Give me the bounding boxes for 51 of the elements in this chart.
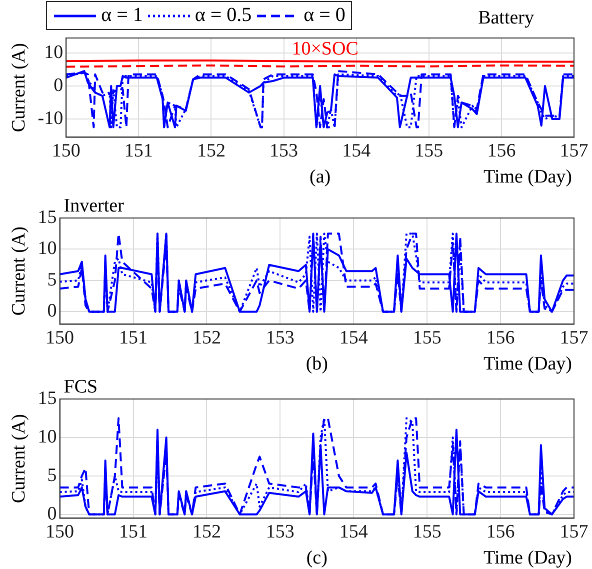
y-tick-label: 0 xyxy=(47,300,57,322)
x-axis-title: Time (Day) xyxy=(484,353,572,374)
x-tick-label: 150 xyxy=(52,140,80,162)
x-tick-label: 154 xyxy=(339,328,368,349)
text: (c) xyxy=(306,547,328,568)
y-tick-label: 0 xyxy=(54,74,64,96)
x-tick-label: 155 xyxy=(412,522,442,543)
y-tick-label: 5 xyxy=(47,269,57,290)
y-tick-label: -10 xyxy=(38,108,64,129)
chart-title: Inverter xyxy=(64,195,125,216)
y-tick-label: 10 xyxy=(44,42,64,63)
y-tick-label: 10 xyxy=(38,238,57,260)
legend-label: α = 0.5 xyxy=(194,4,252,27)
y-tick-label: 0 xyxy=(47,503,57,524)
text: (a) xyxy=(310,166,331,188)
x-tick-label: 152 xyxy=(196,140,226,162)
x-tick-label: 156 xyxy=(487,140,516,162)
legend-label: α = 1 xyxy=(101,4,143,27)
x-tick-label: 154 xyxy=(339,522,368,543)
y-tick-label: 5 xyxy=(47,464,57,486)
x-tick-label: 151 xyxy=(119,328,148,349)
x-tick-label: 155 xyxy=(414,140,444,162)
x-axis-title: Time (Day) xyxy=(484,166,572,188)
x-tick-label: 157 xyxy=(560,522,588,543)
x-tick-label: 153 xyxy=(266,522,294,543)
x-tick-label: 150 xyxy=(46,328,74,349)
x-tick-label: 157 xyxy=(560,328,588,349)
x-tick-label: 151 xyxy=(124,140,153,162)
x-tick-label: 153 xyxy=(266,328,294,349)
chart-title: Battery xyxy=(478,7,534,28)
chart-title: FCS xyxy=(64,376,98,398)
x-tick-label: 156 xyxy=(486,328,515,349)
x-tick-label: 154 xyxy=(342,140,372,162)
y-axis-title: Current (A) xyxy=(8,43,30,132)
y-tick-label: 10 xyxy=(38,426,57,448)
text: (b) xyxy=(306,353,328,374)
x-tick-label: 152 xyxy=(192,328,221,349)
x-tick-label: 151 xyxy=(119,522,148,543)
y-tick-label: 15 xyxy=(38,388,57,409)
annotation: 10×SOC xyxy=(292,38,358,60)
x-tick-label: 150 xyxy=(46,522,74,543)
y-tick-label: 15 xyxy=(38,206,57,228)
x-axis-title: Time (Day) xyxy=(484,547,572,568)
y-axis-title: Current (A) xyxy=(8,226,30,316)
x-tick-label: 152 xyxy=(192,522,221,543)
x-tick-label: 157 xyxy=(560,140,588,162)
x-tick-label: 156 xyxy=(486,522,515,543)
x-tick-label: 155 xyxy=(412,328,442,349)
x-tick-label: 153 xyxy=(270,140,298,162)
legend-label: α = 0 xyxy=(304,4,346,27)
y-axis-title: Current (A) xyxy=(8,414,30,504)
